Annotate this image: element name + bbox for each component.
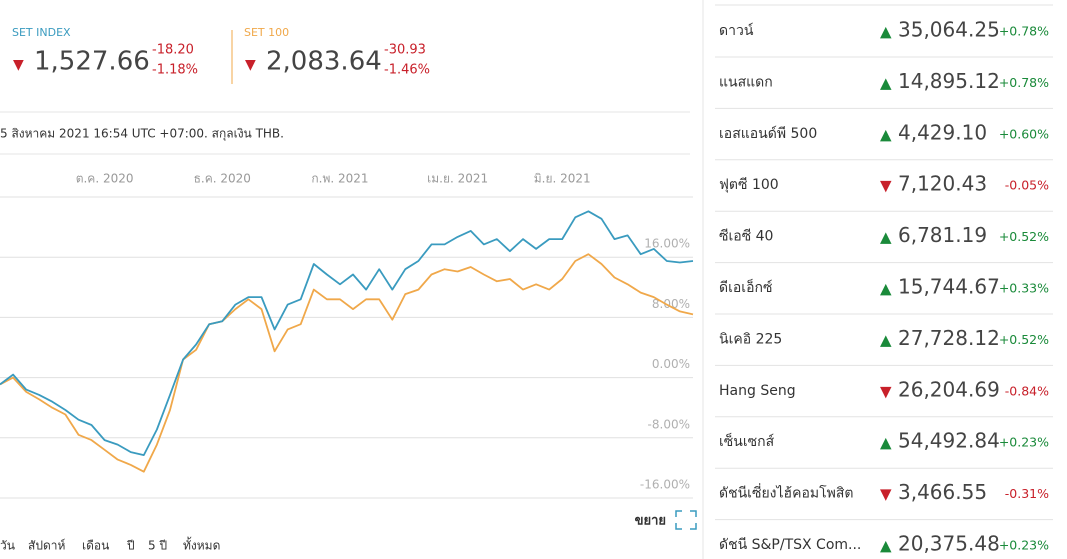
index-name[interactable]: นิเคอิ 225 [719,331,782,347]
index-name[interactable]: ฟุตซี 100 [719,177,779,193]
x-tick-label: ก.พ. 2021 [311,172,368,186]
quote-percent: -1.18% [152,63,198,78]
index-value: 4,429.10 [898,120,987,144]
quote-percent: -1.46% [384,63,430,78]
timestamp: 5 สิงหาคม 2021 16:54 UTC +07:00. สกุลเงิ… [0,127,284,142]
index-change: +0.23% [999,435,1049,450]
index-value: 27,728.12 [898,326,1000,350]
index-change: -0.05% [1005,178,1049,193]
index-value: 54,492.84 [898,429,1000,453]
index-value: 15,744.67 [898,275,1000,299]
range-button[interactable]: วัน [0,539,15,553]
index-name[interactable]: ซีเอซี 40 [719,229,773,245]
quote-change: -30.93 [384,43,426,58]
series-line [0,253,694,473]
index-name[interactable]: เซ็นเซกส์ [719,432,775,450]
index-value: 20,375.48 [898,532,1000,556]
x-tick-label: ธ.ค. 2020 [194,172,251,186]
arrow-icon: ▼ [880,485,892,503]
arrow-icon: ▲ [880,537,892,555]
arrow-icon: ▼ [13,57,24,73]
arrow-icon: ▲ [880,331,892,349]
index-value: 35,064.25 [898,18,1000,42]
arrow-icon: ▼ [245,57,256,73]
index-change: +0.78% [999,75,1049,90]
arrow-icon: ▲ [880,74,892,92]
index-change: +0.33% [999,281,1049,296]
x-tick-label: เม.ย. 2021 [427,172,488,186]
index-value: 14,895.12 [898,69,1000,93]
index-value: 7,120.43 [898,172,987,196]
arrow-icon: ▲ [880,23,892,41]
index-change: -0.84% [1005,383,1049,398]
index-value: 3,466.55 [898,480,987,504]
index-change: +0.52% [999,332,1049,347]
y-tick-label: 8.00% [652,297,690,311]
index-name[interactable]: เอสแอนด์พี 500 [719,125,817,142]
range-button[interactable]: ปี [126,539,134,553]
index-value: 6,781.19 [898,223,987,247]
index-change: -0.31% [1005,486,1049,501]
x-tick-label: มิ.ย. 2021 [534,172,591,186]
index-change: +0.52% [999,229,1049,244]
index-name[interactable]: แนสแดก [719,74,773,90]
quote-price: 2,083.64 [266,47,382,77]
quote-name: SET INDEX [12,26,71,39]
index-name[interactable]: ดาวน์ [719,22,754,39]
expand-icon[interactable] [675,510,697,530]
range-button[interactable]: 5 ปี [148,539,167,553]
arrow-icon: ▼ [880,382,892,400]
index-change: +0.60% [999,126,1049,141]
index-name[interactable]: ดีเอเอ็กซ์ [719,278,772,296]
y-tick-label: 0.00% [652,357,690,371]
x-tick-label: ต.ค. 2020 [76,172,134,186]
y-tick-label: 16.00% [644,237,690,251]
index-name[interactable]: ดัชนี S&P/TSX Com... [719,537,861,553]
quote-change: -18.20 [152,43,194,58]
index-change: +0.78% [999,24,1049,39]
arrow-icon: ▲ [880,280,892,298]
arrow-icon: ▼ [880,177,892,195]
series-line [0,210,694,456]
index-name[interactable]: Hang Seng [719,383,796,399]
index-value: 26,204.69 [898,377,1000,401]
index-name[interactable]: ดัชนีเซี่ยงไฮ้คอมโพสิต [719,484,853,502]
arrow-icon: ▲ [880,434,892,452]
range-button[interactable]: เดือน [82,539,109,553]
arrow-icon: ▲ [880,228,892,246]
range-button[interactable]: สัปดาห์ [28,539,65,553]
index-change: +0.23% [999,538,1049,553]
arrow-icon: ▲ [880,125,892,143]
y-tick-label: -16.00% [640,478,690,492]
y-tick-label: -8.00% [648,417,690,431]
range-button[interactable]: ทั้งหมด [183,537,220,553]
quote-price: 1,527.66 [34,47,150,77]
quote-name: SET 100 [244,26,289,39]
expand-button[interactable]: ขยาย [635,514,666,529]
